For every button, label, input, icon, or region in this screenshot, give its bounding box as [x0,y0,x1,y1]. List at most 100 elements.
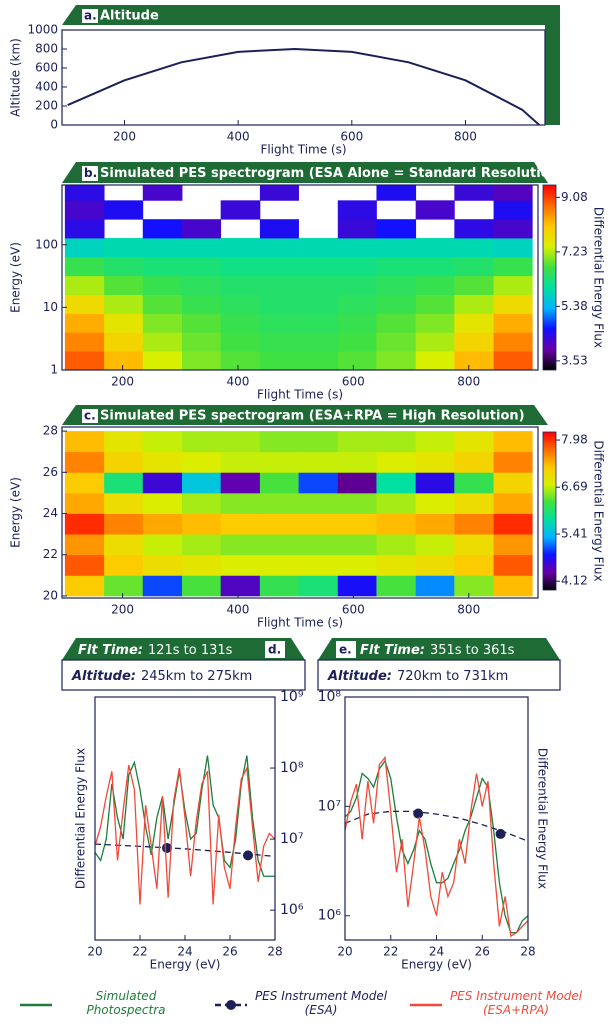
heatmap-cell [220,332,261,352]
heatmap-cell [493,200,533,220]
colorbar-tick-label: 9.08 [561,190,588,204]
x-tick-label: 28 [520,945,535,959]
heatmap-cell [337,219,377,239]
heatmap-cell [220,256,261,277]
heatmap-cell [454,472,494,494]
series-marker [413,808,424,819]
heatmap-cell [220,575,261,597]
altitude-range: 245km to 275km [141,669,252,684]
heatmap-cell [182,294,222,314]
heatmap-cell [298,431,339,453]
y-tick-label: 10⁷ [318,798,341,814]
heatmap-cell [104,351,144,371]
heatmap-cell [454,294,494,314]
legend-entry: PES Instrument Model (ESA) [254,989,388,1017]
y-tick-label: 10⁶ [318,908,342,924]
heatmap-cell [142,554,183,576]
heatmap-cell [493,256,533,277]
x-tick-label: 22 [132,945,147,959]
heatmap-cell [454,275,494,295]
panel-label: e. [339,643,352,657]
heatmap-cell [64,351,105,371]
side-bar [545,5,560,125]
heatmap-cell [64,575,105,597]
heatmap-cell [493,351,533,371]
heatmap-cell [64,238,105,258]
legend-entry: Simulated Photospectra [86,989,165,1017]
heatmap-cell [182,313,222,333]
heatmap-cell [298,534,339,556]
y-axis-label: Energy (eV) [9,477,23,548]
heatmap-cell [142,275,183,295]
heatmap-cell [104,492,144,514]
heatmap-cell [493,472,533,494]
heatmap-cell [376,351,417,371]
heatmap-cell [182,275,222,295]
heatmap-cell [182,256,222,277]
heatmap-cell [104,332,144,352]
heatmap-cell [64,431,105,453]
heatmap-cell [415,513,455,535]
heatmap-cell [337,554,377,576]
y-tick-label: 22 [43,547,58,561]
x-tick-label: 200 [113,130,136,144]
heatmap-cell [415,275,455,295]
heatmap-cell [298,313,339,333]
heatmap-cell [376,472,417,494]
heatmap-cell [220,275,261,295]
heatmap-cell [64,332,105,352]
colorbar-tick-label: 5.38 [561,299,588,313]
heatmap-cell [376,534,417,556]
y-tick-label: 600 [35,61,58,75]
x-tick-label: 400 [227,603,250,617]
heatmap-cell [220,554,261,576]
y-axis-label: Differential Energy Flux [74,748,88,889]
heatmap-cell [298,332,339,352]
heatmap-cell [104,200,144,220]
series-line [95,755,275,877]
heatmap-cell [259,492,299,514]
heatmap-cell [259,185,299,201]
heatmap-cell [493,513,533,535]
heatmap-cell [64,451,105,473]
x-tick-label: 800 [454,130,477,144]
heatmap-cell [64,294,105,314]
heatmap-cell [182,472,222,494]
x-tick-label: 22 [383,945,398,959]
panel-header [62,638,305,660]
panel-label-box [82,9,98,23]
heatmap-cell [376,185,417,201]
y-tick-label: 10⁸ [280,760,304,776]
heatmap-cell [298,472,339,494]
heatmap-cell [182,554,222,576]
heatmap-cell [142,313,183,333]
y-tick-label: 200 [35,99,58,113]
y-tick-label: 28 [43,424,58,438]
x-axis-label: Energy (eV) [401,958,472,972]
heatmap-cell [337,451,377,473]
heatmap-cell [220,451,261,473]
heatmap-cell [337,313,377,333]
series-marker [243,850,253,861]
heatmap-cell [454,256,494,277]
legend-label: PES Instrument Model (ESA) [254,989,388,1017]
heatmap-cell [220,472,261,494]
flight-time-range: 121s to 131s [148,643,233,658]
plot-series [95,755,275,905]
heatmap-cell [376,294,417,314]
legend-marker [226,1000,236,1010]
heatmap-cell [259,451,299,473]
heatmap-cell [454,492,494,514]
series-marker [495,828,506,839]
panel-label: d. [268,643,281,657]
panel-label: a. [84,9,97,23]
colorbar [542,184,557,371]
panel-title: Simulated PES spectrogram (ESA+RPA = Hig… [100,409,525,424]
heatmap-cell [220,534,261,556]
heatmap-cell [454,534,494,556]
heatmap-cell [376,513,417,535]
heatmap-cell [64,472,105,494]
heatmap-cell [142,256,183,277]
series-line [345,755,528,938]
heatmap-cell [337,332,377,352]
